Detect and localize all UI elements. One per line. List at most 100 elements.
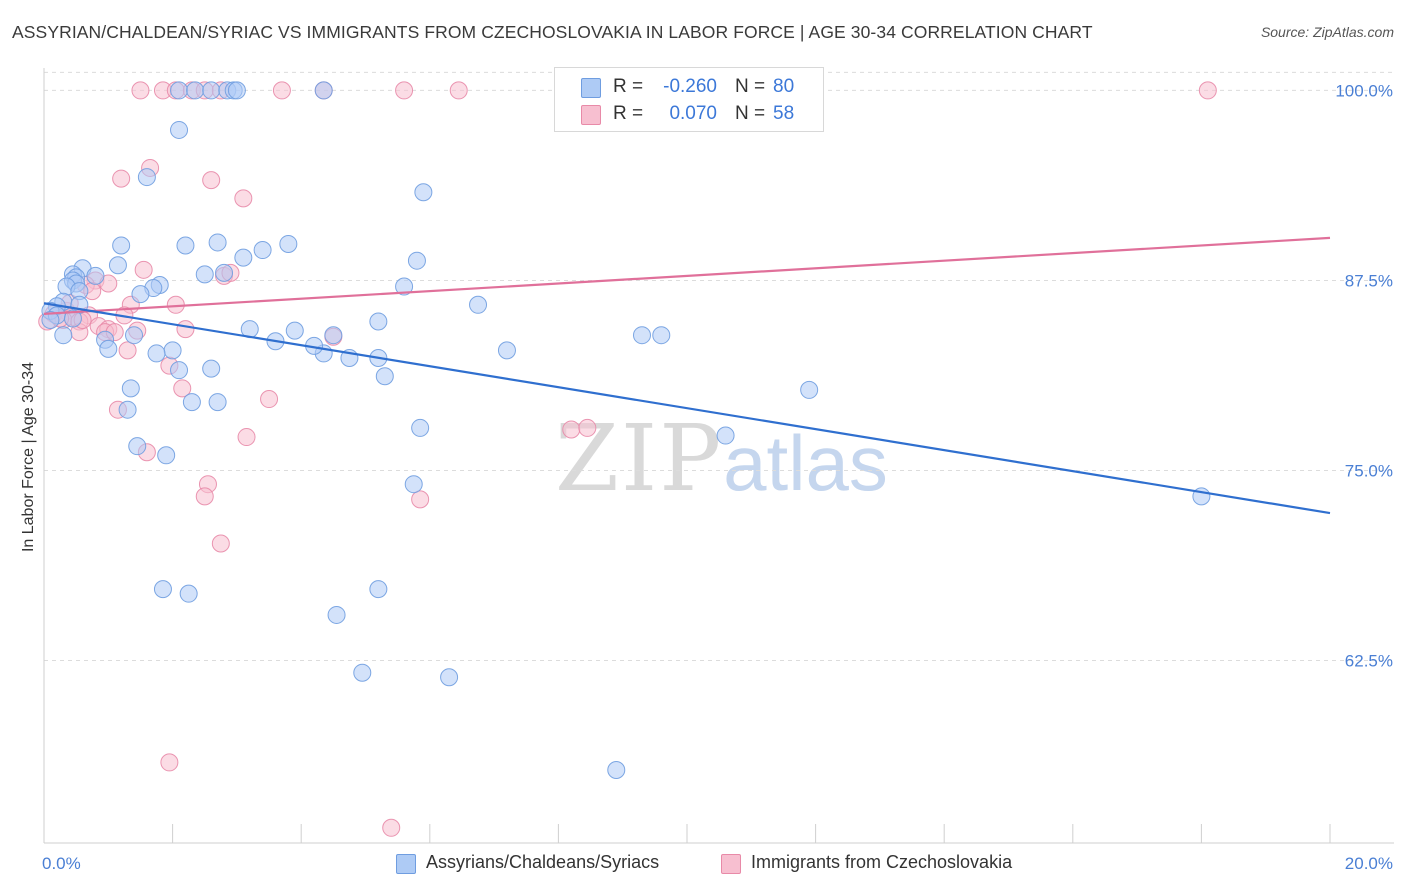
data-point-assyrian [353, 663, 372, 682]
correlation-legend: R = -0.260 N = 80 R = 0.070 N = 58 [554, 67, 824, 132]
data-point-assyrian [469, 295, 488, 314]
legend-r-value: 0.070 [669, 103, 717, 124]
data-point-czechoslovakia [234, 189, 253, 208]
data-point-assyrian [176, 236, 195, 255]
data-point-czechoslovakia [382, 818, 401, 837]
data-point-czechoslovakia [211, 534, 230, 553]
x-tick-label-max: 20.0% [1345, 854, 1393, 873]
series-legend: Assyrians/Chaldeans/Syriacs Immigrants f… [0, 852, 1406, 876]
data-point-czechoslovakia [176, 320, 195, 339]
data-point-assyrian [414, 183, 433, 202]
series-legend-swatch-pink [721, 854, 741, 874]
data-point-assyrian [208, 233, 227, 252]
legend-n-label: N = [735, 103, 766, 124]
data-point-assyrian [153, 580, 172, 599]
axes [43, 68, 1394, 844]
data-point-assyrian [163, 341, 182, 360]
series-legend-label: Immigrants from Czechoslovakia [751, 852, 1013, 872]
legend-swatch-pink [581, 105, 601, 125]
data-point-assyrian [327, 605, 346, 624]
series-legend-swatch-blue [396, 854, 416, 874]
legend-r-label: R = [613, 103, 644, 124]
trend-line-czechoslovakia [43, 236, 1331, 316]
data-point-assyrian [179, 584, 198, 603]
data-point-assyrian [170, 120, 189, 139]
data-point-assyrian [652, 326, 671, 345]
data-point-assyrian [404, 475, 423, 494]
data-point-czechoslovakia [112, 169, 131, 188]
data-point-czechoslovakia [562, 420, 581, 439]
grid-lines [44, 71, 1394, 662]
data-point-assyrian [411, 418, 430, 437]
legend-swatch-blue [581, 78, 601, 98]
data-point-assyrian [54, 326, 73, 345]
data-point-assyrian [41, 310, 60, 329]
data-point-assyrian [395, 277, 414, 296]
data-point-assyrian [125, 326, 144, 345]
data-point-assyrian [99, 339, 118, 358]
data-point-assyrian [234, 248, 253, 267]
series-legend-label: Assyrians/Chaldeans/Syriacs [426, 852, 660, 872]
data-point-assyrian [128, 437, 147, 456]
legend-r-label: R = [613, 76, 644, 97]
data-point-czechoslovakia [1198, 81, 1217, 100]
data-point-czechoslovakia [578, 418, 597, 437]
data-point-assyrian [170, 81, 189, 100]
legend-r-value: -0.260 [663, 76, 717, 97]
data-point-assyrian [202, 81, 221, 100]
data-point-assyrian [182, 393, 201, 412]
data-point-assyrian [407, 251, 426, 270]
trend-line-assyrian [43, 302, 1331, 515]
data-point-assyrian [121, 379, 140, 398]
data-point-assyrian [86, 266, 105, 285]
source-label: Source: ZipAtlas.com [1260, 24, 1394, 40]
data-point-czechoslovakia [272, 81, 291, 100]
data-point-assyrian [607, 761, 626, 780]
data-point-czechoslovakia [237, 428, 256, 447]
y-tick-label: 87.5% [1345, 271, 1393, 290]
watermark-atlas: atlas [723, 419, 888, 507]
data-point-assyrian [112, 236, 131, 255]
y-tick-labels: 62.5% 75.0% 87.5% 100.0% [1335, 81, 1393, 670]
legend-n-label: N = [735, 76, 766, 97]
data-point-assyrian [227, 81, 246, 100]
data-point-assyrian [137, 168, 156, 187]
data-point-assyrian [195, 265, 214, 284]
data-point-assyrian [63, 309, 82, 328]
data-point-assyrian [632, 326, 651, 345]
series-czechoslovakia-points [38, 81, 1217, 837]
data-point-czechoslovakia [202, 171, 221, 190]
data-point-assyrian [369, 312, 388, 331]
data-point-assyrian [497, 341, 516, 360]
data-point-assyrian [131, 285, 150, 304]
series-assyrian-points [41, 81, 1211, 780]
data-point-czechoslovakia [195, 487, 214, 506]
data-point-assyrian [170, 361, 189, 380]
data-point-czechoslovakia [118, 341, 137, 360]
data-point-assyrian [440, 668, 459, 687]
y-tick-label: 100.0% [1335, 81, 1393, 100]
y-tick-label: 62.5% [1345, 652, 1393, 671]
legend-n-value: 80 [773, 76, 795, 97]
legend-n-value: 58 [773, 103, 795, 124]
data-point-assyrian [314, 81, 333, 100]
data-point-czechoslovakia [131, 81, 150, 100]
data-point-assyrian [215, 263, 234, 282]
data-point-assyrian [324, 326, 343, 345]
data-point-assyrian [147, 344, 166, 363]
data-point-assyrian [118, 400, 137, 419]
x-tick-labels: 0.0% 20.0% [42, 854, 1393, 873]
data-point-czechoslovakia [134, 260, 153, 279]
data-point-czechoslovakia [449, 81, 468, 100]
data-point-assyrian [157, 446, 176, 465]
watermark: ZIPatlas [555, 405, 888, 512]
legend-row-assyrian: R = -0.260 N = 80 [555, 74, 823, 102]
legend-row-czechoslovakia: R = 0.070 N = 58 [555, 101, 823, 129]
data-point-assyrian [369, 580, 388, 599]
data-point-assyrian [285, 321, 304, 340]
data-point-assyrian [279, 234, 298, 253]
y-tick-label: 75.0% [1345, 462, 1393, 481]
data-point-assyrian [202, 359, 221, 378]
data-point-assyrian [108, 256, 127, 275]
